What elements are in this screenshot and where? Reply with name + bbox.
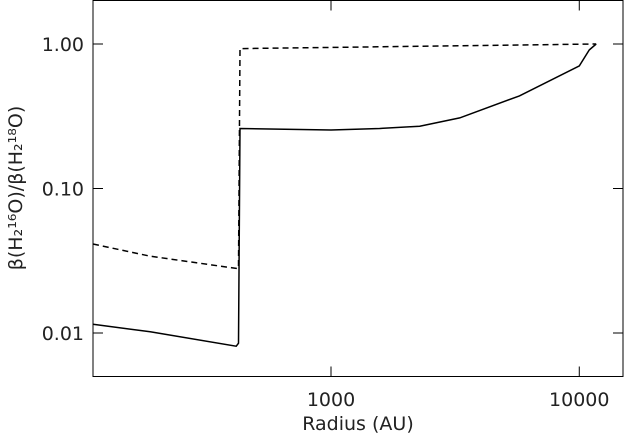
y-tick-label: 0.01 <box>42 323 84 345</box>
y-axis-label: β(H₂¹⁶O)/β(H₂¹⁸O) <box>5 106 27 271</box>
data-line <box>92 43 597 270</box>
x-tick-label: 10000 <box>549 389 609 411</box>
plot-frame <box>92 0 624 377</box>
y-tick-label: 1.00 <box>42 34 84 56</box>
x-axis-label: Radius (AU) <box>302 413 413 435</box>
y-tick-label: 0.10 <box>42 179 84 201</box>
x-tick-label: 1000 <box>307 389 355 411</box>
data-line <box>92 43 597 348</box>
